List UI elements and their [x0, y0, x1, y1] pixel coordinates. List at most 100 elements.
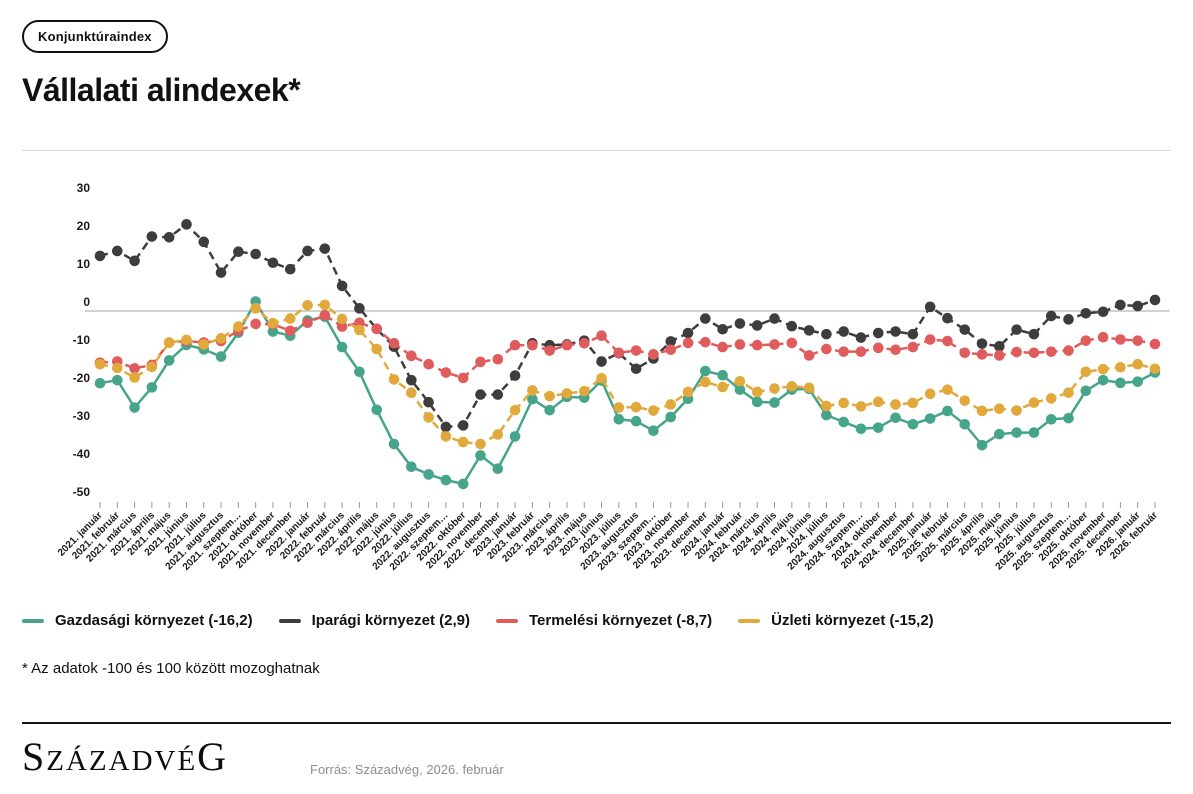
- szazadveg-logo: SZÁZADVÉG: [22, 733, 228, 780]
- data-point-termelesi-kornyezet: [388, 338, 400, 349]
- data-point-uzleti-kornyezet: [111, 362, 123, 374]
- data-point-gazdasagi-kornyezet: [613, 414, 625, 425]
- legend-label: Gazdasági környezet (-16,2): [55, 612, 253, 629]
- data-point-iparagi-kornyezet: [475, 389, 486, 400]
- data-point-termelesi-kornyezet: [129, 363, 140, 374]
- data-point-gazdasagi-kornyezet: [163, 355, 175, 366]
- data-point-iparagi-kornyezet: [682, 327, 694, 339]
- data-point-termelesi-kornyezet: [1097, 331, 1109, 343]
- data-point-termelesi-kornyezet: [751, 339, 763, 351]
- legend-chip-gazdasagi-kornyezet: [22, 618, 44, 623]
- data-point-termelesi-kornyezet: [682, 337, 694, 349]
- data-point-uzleti-kornyezet: [872, 396, 884, 408]
- legend-chip-iparagi-kornyezet: [278, 618, 301, 623]
- data-point-termelesi-kornyezet: [872, 342, 884, 354]
- data-point-iparagi-kornyezet: [976, 338, 988, 349]
- logo-letter-first: S: [22, 734, 47, 779]
- data-point-iparagi-kornyezet: [336, 280, 348, 292]
- data-point-termelesi-kornyezet: [907, 341, 919, 353]
- y-axis-tick-label: -40: [73, 447, 91, 461]
- data-point-gazdasagi-kornyezet: [907, 418, 919, 430]
- data-point-uzleti-kornyezet: [509, 404, 521, 416]
- data-point-iparagi-kornyezet: [890, 326, 901, 337]
- data-point-gazdasagi-kornyezet: [630, 415, 642, 427]
- data-point-termelesi-kornyezet: [665, 344, 677, 356]
- data-point-iparagi-kornyezet: [457, 420, 469, 431]
- data-point-iparagi-kornyezet: [1063, 314, 1074, 325]
- data-point-termelesi-kornyezet: [406, 350, 417, 362]
- data-point-gazdasagi-kornyezet: [336, 341, 348, 353]
- data-point-gazdasagi-kornyezet: [111, 374, 123, 386]
- data-point-uzleti-kornyezet: [1132, 358, 1144, 370]
- data-point-iparagi-kornyezet: [440, 421, 452, 433]
- data-point-termelesi-kornyezet: [648, 349, 659, 360]
- y-axis-tick-label: 20: [77, 219, 91, 233]
- y-axis-tick-label: -10: [73, 333, 91, 347]
- data-point-gazdasagi-kornyezet: [509, 431, 521, 442]
- data-point-termelesi-kornyezet: [457, 372, 469, 384]
- data-point-termelesi-kornyezet: [1045, 346, 1057, 357]
- data-point-uzleti-kornyezet: [994, 403, 1005, 414]
- data-point-uzleti-kornyezet: [457, 436, 469, 448]
- data-point-iparagi-kornyezet: [596, 356, 607, 367]
- data-point-uzleti-kornyezet: [803, 382, 815, 394]
- data-point-iparagi-kornyezet: [406, 374, 417, 386]
- data-point-termelesi-kornyezet: [336, 321, 348, 332]
- data-point-iparagi-kornyezet: [665, 336, 677, 347]
- data-point-iparagi-kornyezet: [821, 328, 832, 340]
- data-point-iparagi-kornyezet: [1097, 306, 1109, 318]
- data-point-uzleti-kornyezet: [665, 399, 677, 410]
- title-divider: [22, 150, 1171, 151]
- data-point-iparagi-kornyezet: [198, 236, 210, 248]
- data-point-uzleti-kornyezet: [492, 429, 504, 440]
- data-point-termelesi-kornyezet: [423, 358, 434, 370]
- data-point-iparagi-kornyezet: [1045, 310, 1057, 322]
- data-point-termelesi-kornyezet: [561, 339, 573, 351]
- data-point-iparagi-kornyezet: [803, 325, 815, 336]
- data-point-iparagi-kornyezet: [786, 320, 798, 332]
- legend-item-iparagi-kornyezet: Iparági környezet (2,9): [278, 612, 470, 629]
- chart-legend: Gazdasági környezet (-16,2) Iparági körny…: [22, 612, 934, 629]
- data-point-termelesi-kornyezet: [1028, 347, 1040, 359]
- data-point-termelesi-kornyezet: [284, 325, 296, 337]
- data-point-uzleti-kornyezet: [1045, 393, 1057, 404]
- data-point-gazdasagi-kornyezet: [94, 377, 106, 389]
- source-caption: Forrás: Századvég, 2026. február: [310, 762, 504, 777]
- data-point-iparagi-kornyezet: [267, 257, 279, 269]
- data-point-iparagi-kornyezet: [872, 327, 884, 339]
- data-point-uzleti-kornyezet: [648, 405, 659, 416]
- legend-item-uzleti-kornyezet: Üzleti környezet (-15,2): [738, 612, 934, 629]
- data-point-termelesi-kornyezet: [803, 350, 815, 361]
- data-point-iparagi-kornyezet: [163, 231, 175, 243]
- data-point-uzleti-kornyezet: [371, 343, 383, 355]
- data-point-termelesi-kornyezet: [838, 346, 849, 357]
- data-point-uzleti-kornyezet: [821, 400, 832, 412]
- data-point-uzleti-kornyezet: [700, 376, 711, 388]
- data-point-uzleti-kornyezet: [942, 384, 953, 395]
- y-axis-tick-label: 0: [83, 295, 90, 309]
- logo-letters-mid: ZÁZADVÉ: [46, 745, 198, 777]
- data-point-iparagi-kornyezet: [1080, 307, 1092, 319]
- data-point-iparagi-kornyezet: [94, 250, 106, 262]
- data-point-uzleti-kornyezet: [907, 397, 919, 409]
- page-title: Vállalati alindexek*: [22, 72, 301, 108]
- data-point-uzleti-kornyezet: [786, 380, 798, 392]
- data-point-uzleti-kornyezet: [215, 333, 227, 344]
- data-point-uzleti-kornyezet: [1028, 397, 1040, 408]
- data-point-uzleti-kornyezet: [630, 401, 642, 413]
- data-point-uzleti-kornyezet: [388, 374, 400, 385]
- data-point-termelesi-kornyezet: [371, 323, 383, 335]
- data-point-termelesi-kornyezet: [942, 335, 953, 347]
- data-point-iparagi-kornyezet: [769, 313, 780, 324]
- data-point-iparagi-kornyezet: [924, 301, 936, 313]
- data-point-iparagi-kornyezet: [630, 363, 642, 375]
- data-point-uzleti-kornyezet: [751, 386, 763, 398]
- data-point-gazdasagi-kornyezet: [1011, 427, 1022, 438]
- data-point-gazdasagi-kornyezet: [924, 413, 936, 424]
- data-point-termelesi-kornyezet: [1149, 338, 1161, 350]
- data-point-uzleti-kornyezet: [354, 324, 365, 336]
- series-line-gazdasagi-kornyezet: [99, 300, 1156, 486]
- y-axis-tick-label: -30: [73, 409, 91, 423]
- data-point-gazdasagi-kornyezet: [440, 474, 452, 486]
- data-point-iparagi-kornyezet: [509, 370, 521, 381]
